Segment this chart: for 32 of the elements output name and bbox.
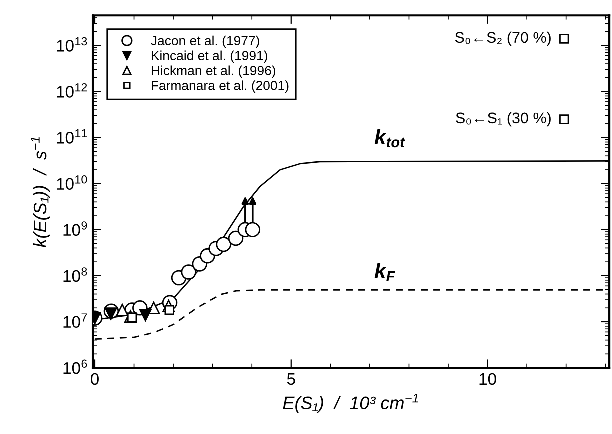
legend-label: Farmanara et al. (2001) — [152, 80, 289, 93]
point — [560, 114, 570, 124]
y-tick-label: 10$^{6}$ — [64, 360, 88, 374]
x-axis-title: E(S₁) / 10³ cm$^{−1}$ — [283, 394, 418, 414]
y-tick-label: 10$^{8}$ — [64, 268, 88, 282]
annotation: k$_{tot}$ — [374, 129, 406, 148]
y-tick-label: 10$^{12}$ — [57, 83, 88, 98]
x-tick-label: 10 — [480, 373, 496, 386]
point — [228, 230, 244, 246]
point — [560, 34, 570, 44]
point — [245, 222, 261, 238]
y-tick-label: 10$^{10}$ — [57, 176, 88, 190]
y-axis-title: k(E(S₁)) / s$^{−1}$ — [31, 137, 50, 248]
point — [139, 309, 152, 322]
y-tick-label: 10$^{9}$ — [64, 222, 88, 236]
legend-label: Kincaid et al. (1991) — [152, 50, 268, 64]
legend-label: Hickman et al. (1996) — [152, 66, 276, 78]
point — [164, 305, 174, 316]
legend-label: Jacon et al. (1977) — [151, 36, 260, 48]
point — [216, 236, 232, 252]
x-tick-label: 5 — [287, 374, 296, 386]
point — [104, 308, 118, 320]
annotation: k$_{F}$ — [374, 262, 396, 282]
y-tick-label: 10$^{7}$ — [64, 314, 88, 328]
y-tick-label: 10$^{13}$ — [57, 37, 88, 52]
y-tick-label: 10$^{11}$ — [57, 130, 88, 144]
point — [116, 304, 129, 316]
x-tick-label: 0 — [91, 373, 99, 386]
annotation: S₀←S₂ (70 %) — [455, 32, 551, 46]
annotation: S₀←S₁ (30 %) — [456, 112, 551, 127]
point — [127, 312, 138, 322]
point — [181, 264, 197, 280]
